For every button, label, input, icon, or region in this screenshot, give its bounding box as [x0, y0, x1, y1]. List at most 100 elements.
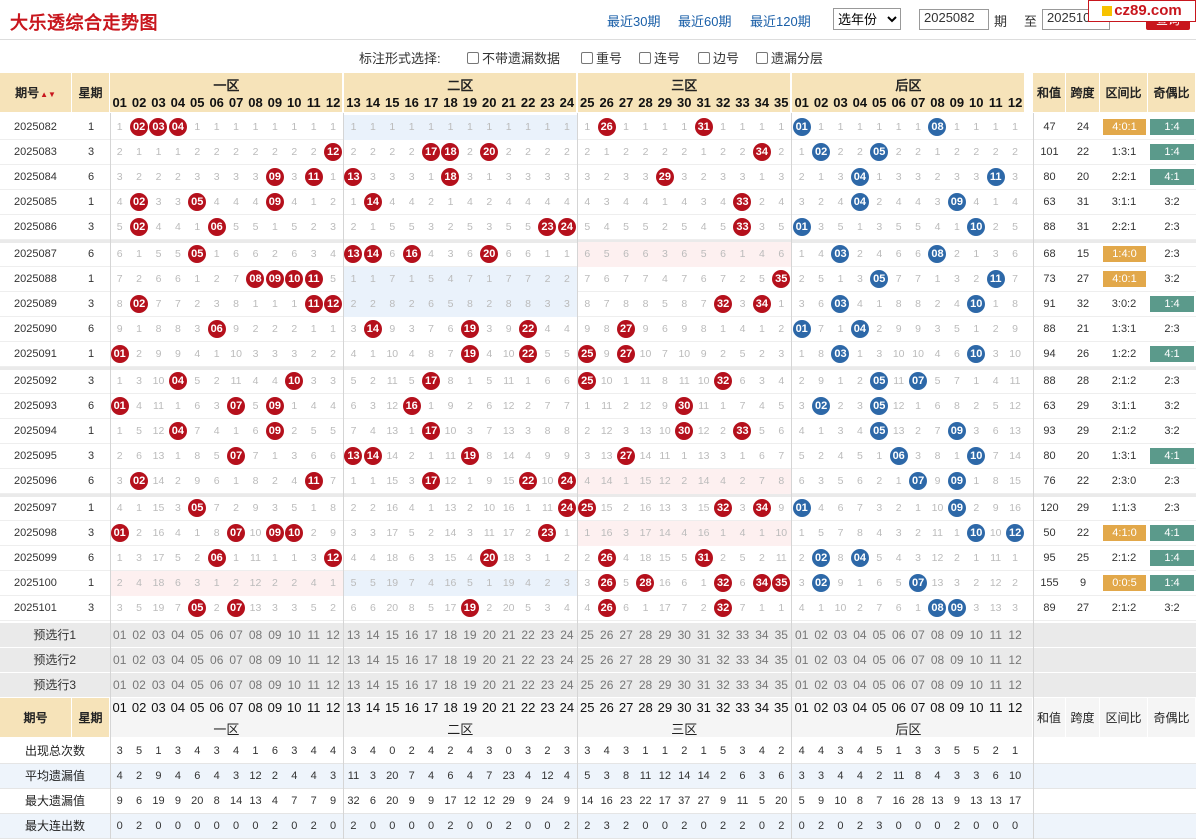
checkbox-icon[interactable] — [581, 51, 593, 64]
preselect-number[interactable]: 05 — [190, 628, 204, 642]
option-consecutive[interactable]: 连号 — [639, 48, 680, 67]
preselect-number[interactable]: 02 — [814, 653, 828, 667]
preselect-number[interactable]: 11 — [989, 678, 1002, 692]
preselect-number[interactable]: 10 — [287, 653, 301, 667]
preselect-number[interactable]: 06 — [210, 628, 224, 642]
preselect-number[interactable]: 17 — [424, 653, 438, 667]
preselect-number[interactable]: 11 — [307, 628, 320, 642]
preselect-number[interactable]: 22 — [521, 653, 535, 667]
preselect-number[interactable]: 09 — [268, 653, 282, 667]
preselect-number[interactable]: 26 — [600, 653, 614, 667]
preselect-number[interactable]: 05 — [872, 678, 886, 692]
preselect-number[interactable]: 04 — [171, 653, 185, 667]
preselect-number[interactable]: 12 — [326, 653, 340, 667]
preselect-number[interactable]: 20 — [482, 628, 496, 642]
option-no-omission[interactable]: 不带遗漏数据 — [467, 48, 560, 67]
preselect-number[interactable]: 11 — [989, 653, 1002, 667]
preselect-number[interactable]: 32 — [716, 628, 730, 642]
preselect-number[interactable]: 01 — [795, 628, 809, 642]
preselect-number[interactable]: 34 — [755, 653, 769, 667]
preselect-number[interactable]: 24 — [560, 678, 574, 692]
preselect-number[interactable]: 23 — [540, 653, 555, 667]
preselect-number[interactable]: 21 — [502, 678, 516, 692]
preselect-number[interactable]: 10 — [969, 653, 983, 667]
preselect-number[interactable]: 16 — [405, 678, 419, 692]
preselect-number[interactable]: 28 — [638, 678, 653, 692]
preselect-number[interactable]: 35 — [774, 678, 788, 692]
preselect-number[interactable]: 06 — [892, 678, 906, 692]
preselect-number[interactable]: 06 — [210, 653, 224, 667]
preselect-number[interactable]: 03 — [151, 628, 166, 642]
preselect-number[interactable]: 06 — [892, 628, 906, 642]
preselect-number[interactable]: 13 — [346, 678, 361, 692]
preselect-number[interactable]: 09 — [950, 628, 964, 642]
preselect-number[interactable]: 02 — [132, 628, 146, 642]
preselect-number[interactable]: 17 — [424, 678, 438, 692]
preselect-number[interactable]: 19 — [463, 628, 477, 642]
preselect-number[interactable]: 12 — [326, 628, 340, 642]
preselect-number[interactable]: 12 — [1008, 653, 1022, 667]
preselect-number[interactable]: 35 — [774, 653, 788, 667]
preselect-number[interactable]: 31 — [697, 678, 711, 692]
preselect-number[interactable]: 17 — [424, 628, 438, 642]
preselect-number[interactable]: 22 — [521, 678, 535, 692]
checkbox-icon[interactable] — [639, 51, 651, 64]
preselect-number[interactable]: 21 — [502, 628, 516, 642]
checkbox-icon[interactable] — [756, 51, 768, 64]
preselect-number[interactable]: 22 — [521, 628, 535, 642]
preselect-number[interactable]: 03 — [151, 678, 166, 692]
preselect-number[interactable]: 27 — [619, 628, 633, 642]
checkbox-icon[interactable] — [698, 51, 710, 64]
preselect-number[interactable]: 01 — [113, 628, 127, 642]
period-header[interactable]: 期号▲▼ — [0, 73, 72, 113]
option-repeat[interactable]: 重号 — [581, 48, 622, 67]
preselect-number[interactable]: 18 — [443, 653, 458, 667]
preselect-number[interactable]: 02 — [814, 678, 828, 692]
preselect-number[interactable]: 08 — [248, 678, 263, 692]
preselect-number[interactable]: 13 — [346, 653, 361, 667]
preselect-number[interactable]: 08 — [930, 653, 945, 667]
preselect-number[interactable]: 11 — [307, 678, 320, 692]
preselect-number[interactable]: 04 — [853, 678, 867, 692]
preselect-number[interactable]: 05 — [872, 628, 886, 642]
preselect-number[interactable]: 28 — [638, 628, 653, 642]
preselect-number[interactable]: 25 — [580, 678, 594, 692]
preselect-number[interactable]: 12 — [1008, 628, 1022, 642]
recent-30-link[interactable]: 最近30期 — [607, 14, 661, 29]
preselect-number[interactable]: 03 — [833, 678, 848, 692]
preselect-number[interactable]: 24 — [560, 653, 574, 667]
preselect-number[interactable]: 05 — [190, 653, 204, 667]
preselect-number[interactable]: 01 — [113, 678, 127, 692]
preselect-number[interactable]: 19 — [463, 653, 477, 667]
preselect-number[interactable]: 33 — [735, 678, 750, 692]
preselect-number[interactable]: 05 — [872, 653, 886, 667]
preselect-number[interactable]: 18 — [443, 678, 458, 692]
preselect-number[interactable]: 10 — [287, 678, 301, 692]
preselect-number[interactable]: 11 — [307, 653, 320, 667]
sort-icon[interactable]: ▲▼ — [40, 90, 56, 99]
preselect-number[interactable]: 07 — [911, 653, 925, 667]
preselect-number[interactable]: 08 — [248, 653, 263, 667]
preselect-number[interactable]: 09 — [268, 678, 282, 692]
from-period-input[interactable]: 2025082 — [919, 9, 989, 30]
option-edge[interactable]: 边号 — [698, 48, 739, 67]
preselect-number[interactable]: 15 — [385, 628, 399, 642]
preselect-number[interactable]: 13 — [346, 628, 361, 642]
preselect-number[interactable]: 32 — [716, 678, 730, 692]
preselect-number[interactable]: 04 — [171, 678, 185, 692]
preselect-number[interactable]: 16 — [405, 628, 419, 642]
preselect-number[interactable]: 07 — [911, 678, 925, 692]
preselect-number[interactable]: 07 — [229, 653, 243, 667]
preselect-number[interactable]: 08 — [248, 628, 263, 642]
preselect-number[interactable]: 09 — [950, 653, 964, 667]
preselect-number[interactable]: 14 — [366, 678, 380, 692]
preselect-number[interactable]: 24 — [560, 628, 574, 642]
preselect-number[interactable]: 33 — [735, 653, 750, 667]
preselect-number[interactable]: 25 — [580, 628, 594, 642]
preselect-number[interactable]: 08 — [930, 628, 945, 642]
preselect-number[interactable]: 07 — [229, 678, 243, 692]
preselect-number[interactable]: 02 — [132, 678, 146, 692]
preselect-row[interactable]: 预选行1 01 02 03 04 05 06 07 08 09 10 11 12 13 14 15 16 17 18… — [0, 623, 1196, 648]
preselect-number[interactable]: 06 — [892, 653, 906, 667]
recent-120-link[interactable]: 最近120期 — [750, 14, 811, 29]
